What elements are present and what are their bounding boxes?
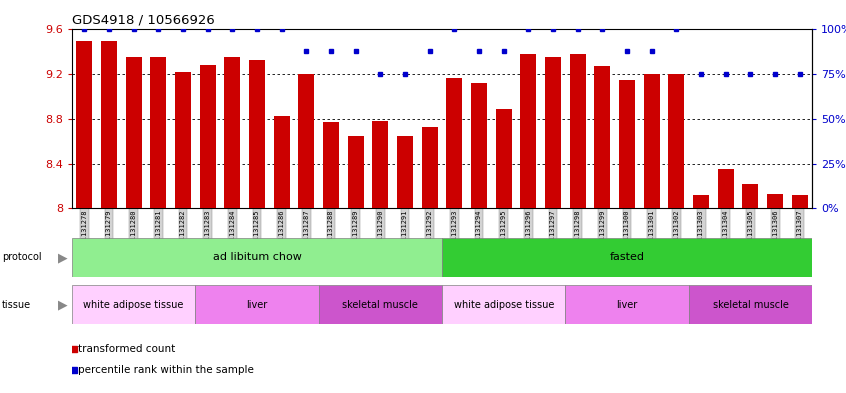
Text: liver: liver — [617, 299, 638, 310]
Bar — [447, 77, 463, 208]
Bar — [372, 121, 388, 208]
Text: transformed count: transformed count — [78, 344, 175, 354]
Bar — [76, 40, 92, 208]
Bar — [323, 122, 339, 208]
Text: percentile rank within the sample: percentile rank within the sample — [78, 365, 254, 375]
Bar — [619, 80, 635, 208]
Bar — [151, 57, 167, 208]
Bar — [565, 285, 689, 324]
Bar — [496, 109, 512, 208]
Bar — [397, 136, 413, 208]
Text: white adipose tissue: white adipose tissue — [453, 299, 554, 310]
Bar — [668, 74, 684, 208]
Bar — [569, 54, 585, 208]
Bar — [545, 57, 561, 208]
Text: ▶: ▶ — [58, 298, 68, 311]
Text: GDS4918 / 10566926: GDS4918 / 10566926 — [72, 14, 215, 27]
Text: ▶: ▶ — [58, 251, 68, 264]
Text: fasted: fasted — [610, 252, 645, 263]
Bar — [299, 74, 315, 208]
Bar — [249, 60, 265, 208]
Bar — [767, 194, 783, 208]
Text: ad libitum chow: ad libitum chow — [212, 252, 301, 263]
Bar — [195, 285, 319, 324]
Bar — [72, 285, 195, 324]
Bar — [595, 66, 611, 208]
Bar — [348, 136, 364, 208]
Bar — [471, 83, 487, 208]
Bar — [689, 285, 812, 324]
Text: liver: liver — [246, 299, 267, 310]
Bar — [101, 40, 117, 208]
Bar — [442, 285, 565, 324]
Bar — [743, 184, 759, 208]
Bar — [442, 238, 812, 277]
Bar — [644, 74, 660, 208]
Bar — [175, 72, 191, 208]
Bar — [717, 169, 733, 208]
Bar — [520, 54, 536, 208]
Bar — [319, 285, 442, 324]
Bar — [693, 195, 709, 208]
Bar — [200, 65, 216, 208]
Bar — [224, 57, 240, 208]
Text: skeletal muscle: skeletal muscle — [343, 299, 418, 310]
Bar — [125, 57, 141, 208]
Bar — [273, 116, 289, 208]
Bar — [421, 127, 437, 208]
Text: white adipose tissue: white adipose tissue — [84, 299, 184, 310]
Bar — [792, 195, 808, 208]
Text: skeletal muscle: skeletal muscle — [712, 299, 788, 310]
Text: tissue: tissue — [2, 299, 30, 310]
Bar — [72, 238, 442, 277]
Text: protocol: protocol — [2, 252, 41, 263]
